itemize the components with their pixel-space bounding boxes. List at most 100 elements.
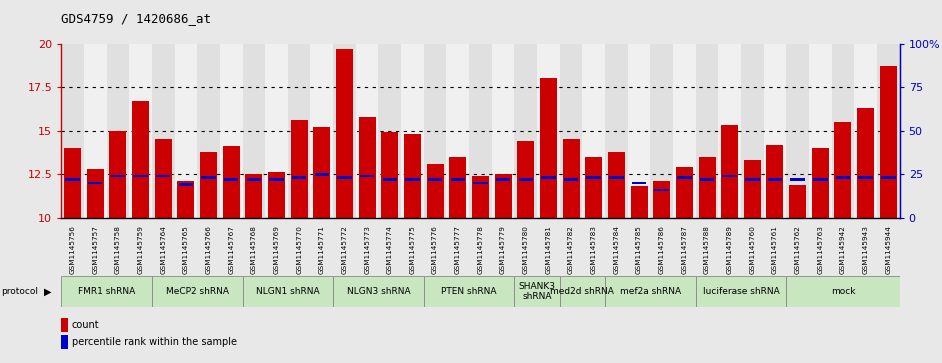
Bar: [336, 49, 353, 218]
Bar: [518, 178, 533, 181]
Bar: [880, 66, 897, 218]
Bar: [699, 157, 716, 218]
Bar: [337, 176, 351, 179]
Bar: [110, 175, 125, 177]
Bar: [447, 44, 469, 218]
Bar: [854, 44, 877, 218]
Bar: [449, 157, 466, 218]
Text: luciferase shRNA: luciferase shRNA: [703, 287, 779, 296]
Bar: [242, 44, 265, 218]
Bar: [560, 44, 582, 218]
Bar: [154, 139, 171, 218]
Bar: [247, 178, 261, 181]
Bar: [745, 178, 759, 181]
Bar: [84, 44, 106, 218]
Bar: [881, 176, 896, 179]
Bar: [832, 44, 854, 218]
Bar: [722, 126, 739, 218]
Bar: [587, 176, 601, 179]
Bar: [787, 276, 900, 307]
Bar: [562, 139, 579, 218]
Bar: [87, 169, 104, 218]
Bar: [382, 132, 398, 218]
Bar: [360, 175, 374, 177]
Bar: [88, 182, 103, 184]
Bar: [564, 178, 578, 181]
Bar: [877, 44, 900, 218]
Bar: [582, 44, 605, 218]
Bar: [450, 178, 465, 181]
Bar: [61, 335, 69, 349]
Bar: [311, 44, 333, 218]
Bar: [356, 44, 379, 218]
Bar: [404, 134, 421, 218]
Bar: [609, 176, 624, 179]
Bar: [245, 174, 262, 218]
Bar: [608, 152, 625, 218]
Bar: [469, 44, 492, 218]
Text: SHANK3
shRNA: SHANK3 shRNA: [518, 282, 556, 301]
Bar: [333, 44, 356, 218]
Bar: [809, 44, 832, 218]
Bar: [427, 164, 444, 218]
Bar: [174, 44, 197, 218]
Text: count: count: [72, 320, 100, 330]
Bar: [858, 176, 873, 179]
Bar: [650, 44, 673, 218]
Bar: [835, 122, 852, 218]
Bar: [152, 276, 242, 307]
Bar: [424, 44, 447, 218]
Text: PTEN shRNA: PTEN shRNA: [442, 287, 496, 296]
Bar: [653, 181, 670, 218]
Bar: [109, 131, 126, 218]
Bar: [428, 178, 443, 181]
Bar: [265, 44, 288, 218]
Bar: [492, 44, 514, 218]
Bar: [202, 176, 216, 179]
Text: NLGN3 shRNA: NLGN3 shRNA: [347, 287, 411, 296]
Bar: [560, 276, 605, 307]
Bar: [405, 178, 420, 181]
Bar: [836, 176, 851, 179]
Bar: [514, 276, 560, 307]
Bar: [333, 276, 424, 307]
Bar: [789, 185, 806, 218]
Bar: [857, 108, 874, 218]
Bar: [106, 44, 129, 218]
Bar: [359, 117, 376, 218]
Text: GDS4759 / 1420686_at: GDS4759 / 1420686_at: [61, 12, 211, 25]
Bar: [677, 176, 691, 179]
Bar: [627, 44, 650, 218]
Bar: [132, 101, 149, 218]
Bar: [129, 44, 152, 218]
Bar: [495, 174, 512, 218]
Text: mock: mock: [831, 287, 855, 296]
Bar: [632, 182, 646, 184]
Bar: [401, 44, 424, 218]
Bar: [537, 44, 560, 218]
Bar: [314, 127, 331, 218]
Bar: [540, 78, 557, 218]
Bar: [696, 44, 719, 218]
Bar: [268, 172, 285, 218]
Bar: [741, 44, 764, 218]
Bar: [64, 148, 81, 218]
Bar: [472, 176, 489, 218]
Bar: [219, 44, 242, 218]
Bar: [61, 276, 152, 307]
Text: FMR1 shRNA: FMR1 shRNA: [78, 287, 135, 296]
Bar: [152, 44, 174, 218]
Text: mef2a shRNA: mef2a shRNA: [620, 287, 681, 296]
Text: protocol: protocol: [1, 287, 38, 296]
Bar: [655, 189, 669, 191]
Bar: [675, 167, 693, 218]
Bar: [630, 187, 647, 218]
Bar: [696, 276, 787, 307]
Bar: [291, 120, 308, 218]
Bar: [315, 173, 329, 176]
Bar: [787, 44, 809, 218]
Bar: [242, 276, 333, 307]
Bar: [382, 178, 397, 181]
Bar: [768, 178, 782, 181]
Bar: [812, 148, 829, 218]
